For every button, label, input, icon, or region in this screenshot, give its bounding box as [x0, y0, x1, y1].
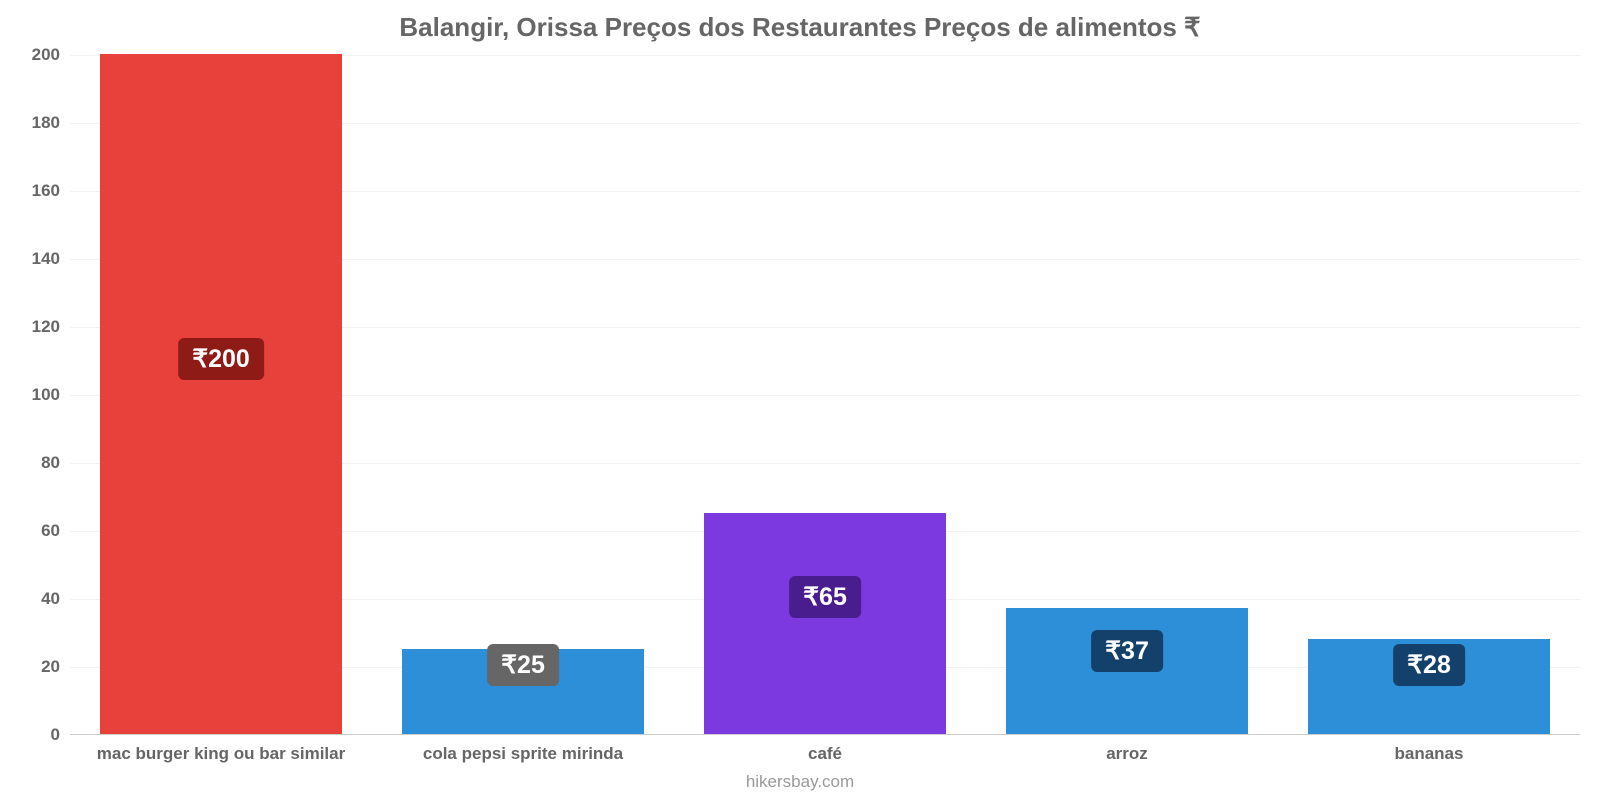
- x-tick-label: bananas: [1278, 734, 1580, 764]
- value-badge: ₹65: [789, 576, 861, 618]
- plot-area: 020406080100120140160180200 ₹200mac burg…: [70, 55, 1580, 735]
- chart-title: Balangir, Orissa Preços dos Restaurantes…: [0, 12, 1600, 43]
- bar: [704, 513, 946, 734]
- y-tick-label: 0: [51, 725, 70, 745]
- y-tick-label: 80: [41, 453, 70, 473]
- bar-slot: ₹37arroz: [976, 55, 1278, 734]
- bar-slot: ₹200mac burger king ou bar similar: [70, 55, 372, 734]
- value-badge: ₹200: [178, 338, 264, 380]
- y-tick-label: 40: [41, 589, 70, 609]
- value-badge: ₹37: [1091, 630, 1163, 672]
- x-tick-label: arroz: [976, 734, 1278, 764]
- x-tick-label: mac burger king ou bar similar: [70, 734, 372, 764]
- bar: [100, 54, 342, 734]
- x-tick-label: cola pepsi sprite mirinda: [372, 734, 674, 764]
- value-badge: ₹25: [487, 644, 559, 686]
- bars-group: ₹200mac burger king ou bar similar₹25col…: [70, 55, 1580, 734]
- bar-slot: ₹65café: [674, 55, 976, 734]
- price-bar-chart: Balangir, Orissa Preços dos Restaurantes…: [0, 0, 1600, 800]
- footer-credit: hikersbay.com: [0, 772, 1600, 792]
- y-tick-label: 140: [32, 249, 70, 269]
- y-tick-label: 200: [32, 45, 70, 65]
- y-tick-label: 180: [32, 113, 70, 133]
- bar-slot: ₹28bananas: [1278, 55, 1580, 734]
- value-badge: ₹28: [1393, 644, 1465, 686]
- x-tick-label: café: [674, 734, 976, 764]
- y-tick-label: 100: [32, 385, 70, 405]
- bar-slot: ₹25cola pepsi sprite mirinda: [372, 55, 674, 734]
- y-tick-label: 120: [32, 317, 70, 337]
- y-tick-label: 60: [41, 521, 70, 541]
- y-tick-label: 20: [41, 657, 70, 677]
- y-tick-label: 160: [32, 181, 70, 201]
